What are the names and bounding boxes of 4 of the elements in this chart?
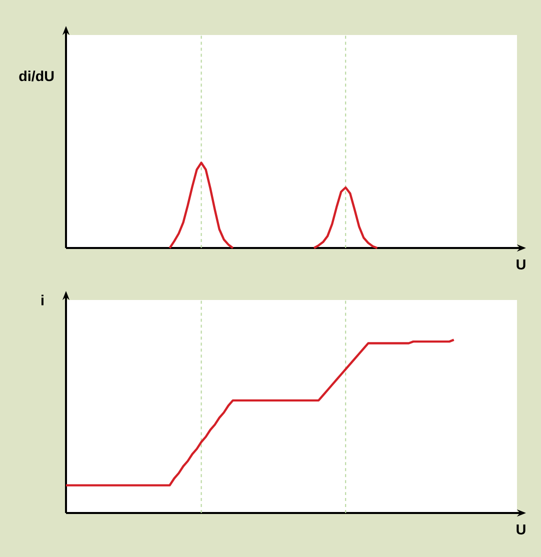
y-axis-title: i bbox=[41, 294, 44, 306]
y-axis-title: di/dU bbox=[19, 70, 54, 82]
x-axis-title: U bbox=[516, 524, 526, 535]
x-axis-title: U bbox=[516, 260, 526, 270]
